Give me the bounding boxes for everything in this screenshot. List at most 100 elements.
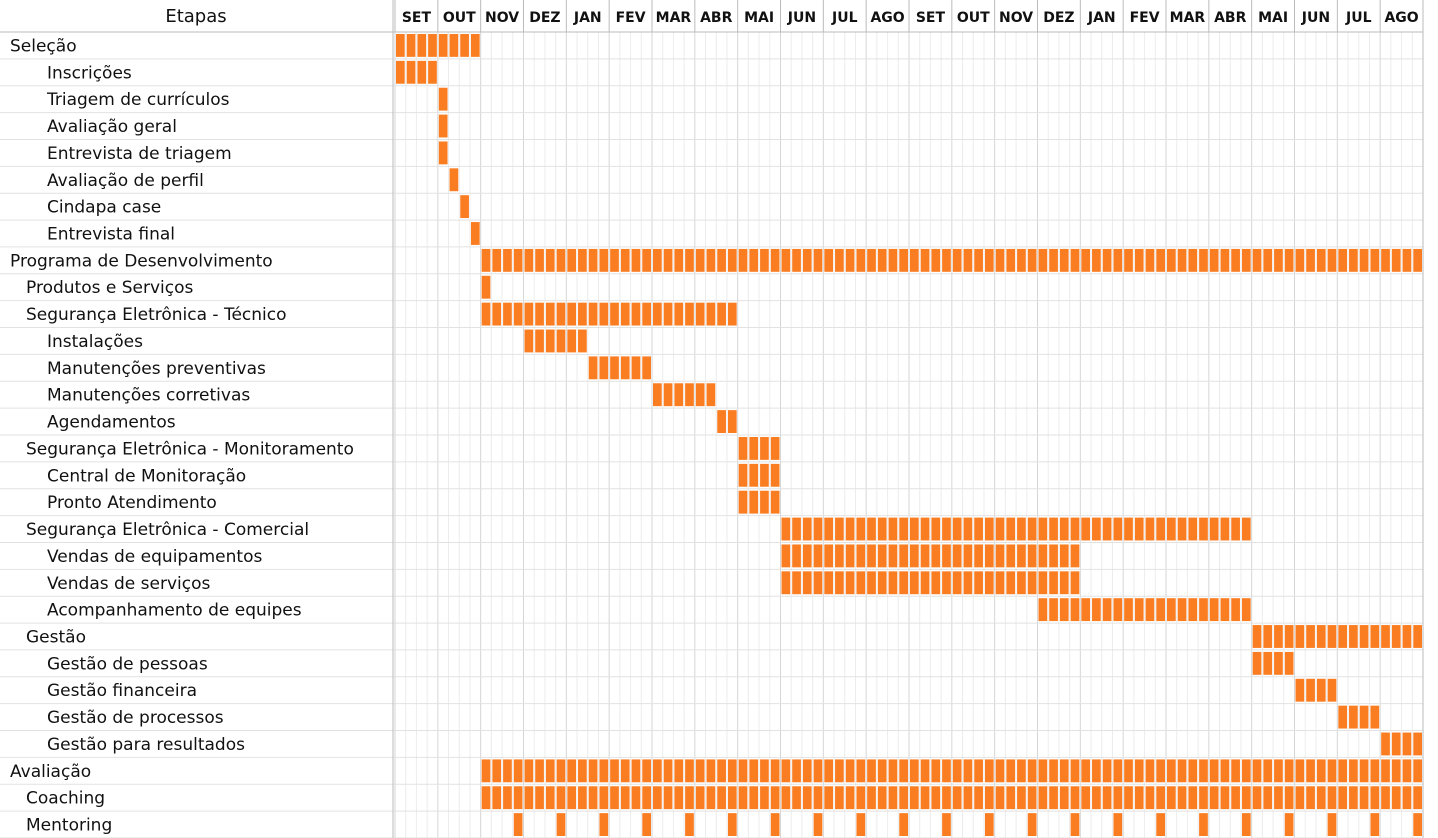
- bar-cell: [770, 248, 780, 272]
- bar-cell: [995, 248, 1005, 272]
- bar-cell: [1027, 248, 1037, 272]
- bar-cell: [1391, 786, 1401, 810]
- bar-cell: [1070, 598, 1080, 622]
- bar-cell: [1231, 786, 1240, 810]
- bar-cell: [1038, 517, 1048, 541]
- bar-cell: [1359, 625, 1369, 648]
- bar-cell: [1177, 517, 1187, 541]
- task-label: Agendamentos: [47, 413, 176, 433]
- bar-cell: [1316, 786, 1326, 810]
- month-label: JUL: [831, 10, 858, 26]
- bar-cell: [610, 302, 619, 326]
- bar-cell: [578, 759, 587, 783]
- bar-cell: [931, 571, 941, 595]
- bar-cell: [845, 517, 855, 541]
- task-label: Segurança Eletrônica - Monitoramento: [26, 439, 354, 459]
- bar-cell: [1049, 248, 1058, 272]
- month-label: DEZ: [1043, 10, 1074, 26]
- bar-cell: [1327, 813, 1337, 836]
- bar-cell: [952, 571, 962, 595]
- bar-cell: [556, 248, 566, 272]
- task-label: Gestão para resultados: [47, 735, 245, 755]
- bar-cell: [1370, 759, 1380, 783]
- bar-cell: [1017, 248, 1026, 272]
- bar-cell: [920, 786, 930, 810]
- bar-cell: [1241, 517, 1251, 541]
- bar-cell: [406, 34, 416, 57]
- bar-cell: [1370, 625, 1380, 648]
- bar-cell: [738, 248, 748, 272]
- month-label: MAR: [656, 10, 692, 26]
- bar-cell: [974, 544, 983, 568]
- month-label: SET: [402, 10, 432, 26]
- bar-cell: [749, 786, 759, 810]
- bar-cell: [824, 517, 834, 541]
- bar-cell: [1038, 786, 1048, 810]
- bar-cell: [663, 248, 673, 272]
- bar-cell: [963, 248, 973, 272]
- task-label: Central de Monitoração: [47, 466, 246, 486]
- bar-cell: [620, 356, 630, 380]
- bar-cell: [578, 302, 587, 326]
- bar-cell: [1124, 786, 1133, 810]
- bar-cell: [1070, 248, 1080, 272]
- bar-cell: [1359, 786, 1369, 810]
- bar-cell: [952, 248, 962, 272]
- bar-cell: [706, 786, 716, 810]
- bar-cell: [1027, 544, 1037, 568]
- bar-cell: [1059, 571, 1069, 595]
- month-label: MAR: [1170, 10, 1206, 26]
- bar-cell: [1284, 759, 1294, 783]
- bar-cell: [824, 571, 834, 595]
- bar-cell: [1252, 248, 1262, 272]
- bar-cell: [1027, 759, 1037, 783]
- bar-cell: [588, 786, 598, 810]
- bar-cell: [631, 248, 641, 272]
- bar-cell: [706, 759, 716, 783]
- month-label: AGO: [1384, 10, 1418, 26]
- bar-cell: [1284, 651, 1294, 675]
- bar-cell: [717, 302, 726, 326]
- bar-cell: [610, 786, 619, 810]
- bar-cell: [1070, 517, 1080, 541]
- bar-cell: [867, 571, 876, 595]
- bar-cell: [524, 248, 534, 272]
- bar-cell: [1284, 813, 1294, 836]
- bar-cell: [727, 248, 737, 272]
- bar-cell: [1102, 517, 1112, 541]
- bar-cell: [1413, 248, 1422, 272]
- bar-cell: [899, 813, 908, 836]
- bar-cell: [1017, 517, 1026, 541]
- month-label: FEV: [616, 10, 646, 26]
- bar-cell: [738, 786, 748, 810]
- bar-cell: [910, 544, 919, 568]
- bar-cell: [856, 786, 866, 810]
- bar-cell: [1113, 759, 1123, 783]
- bar-cell: [1134, 598, 1144, 622]
- bar-cell: [1124, 759, 1133, 783]
- bar-cell: [663, 786, 673, 810]
- bar-cell: [1156, 598, 1165, 622]
- bar-cell: [1092, 517, 1101, 541]
- bar-cell: [963, 517, 973, 541]
- bar-cell: [481, 275, 491, 299]
- bar-cell: [449, 168, 459, 192]
- bar-cell: [642, 813, 651, 836]
- bar-cell: [1049, 571, 1058, 595]
- bar-cell: [610, 759, 619, 783]
- bar-cell: [481, 302, 491, 326]
- bar-cell: [1177, 248, 1187, 272]
- bar-cell: [513, 786, 523, 810]
- bar-cell: [1413, 786, 1422, 810]
- bar-cell: [599, 248, 609, 272]
- bar-cell: [620, 302, 630, 326]
- task-label: Avaliação geral: [47, 117, 177, 137]
- bar-cell: [631, 302, 641, 326]
- bar-cell: [1220, 517, 1230, 541]
- bar-cell: [556, 786, 566, 810]
- bar-cell: [888, 759, 898, 783]
- bar-cell: [1199, 759, 1208, 783]
- bar-cell: [642, 248, 651, 272]
- bar-cell: [1349, 248, 1358, 272]
- task-label: Inscrições: [47, 63, 132, 83]
